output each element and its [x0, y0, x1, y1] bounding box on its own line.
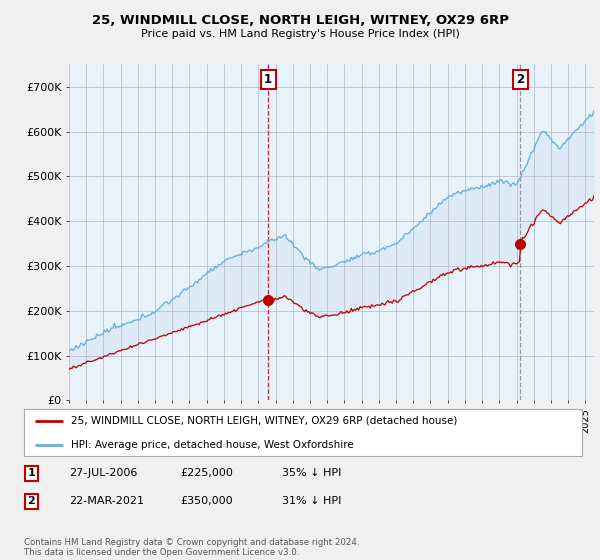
Text: HPI: Average price, detached house, West Oxfordshire: HPI: Average price, detached house, West… [71, 440, 354, 450]
Text: 22-MAR-2021: 22-MAR-2021 [69, 496, 144, 506]
Text: £225,000: £225,000 [180, 468, 233, 478]
Text: 35% ↓ HPI: 35% ↓ HPI [282, 468, 341, 478]
Text: 1: 1 [264, 73, 272, 86]
Text: 25, WINDMILL CLOSE, NORTH LEIGH, WITNEY, OX29 6RP: 25, WINDMILL CLOSE, NORTH LEIGH, WITNEY,… [91, 14, 509, 27]
Text: 27-JUL-2006: 27-JUL-2006 [69, 468, 137, 478]
Text: 2: 2 [516, 73, 524, 86]
Text: Price paid vs. HM Land Registry's House Price Index (HPI): Price paid vs. HM Land Registry's House … [140, 29, 460, 39]
Text: 1: 1 [28, 468, 35, 478]
Text: 2: 2 [28, 496, 35, 506]
Text: £350,000: £350,000 [180, 496, 233, 506]
Text: 25, WINDMILL CLOSE, NORTH LEIGH, WITNEY, OX29 6RP (detached house): 25, WINDMILL CLOSE, NORTH LEIGH, WITNEY,… [71, 416, 458, 426]
Text: Contains HM Land Registry data © Crown copyright and database right 2024.
This d: Contains HM Land Registry data © Crown c… [24, 538, 359, 557]
Text: 31% ↓ HPI: 31% ↓ HPI [282, 496, 341, 506]
